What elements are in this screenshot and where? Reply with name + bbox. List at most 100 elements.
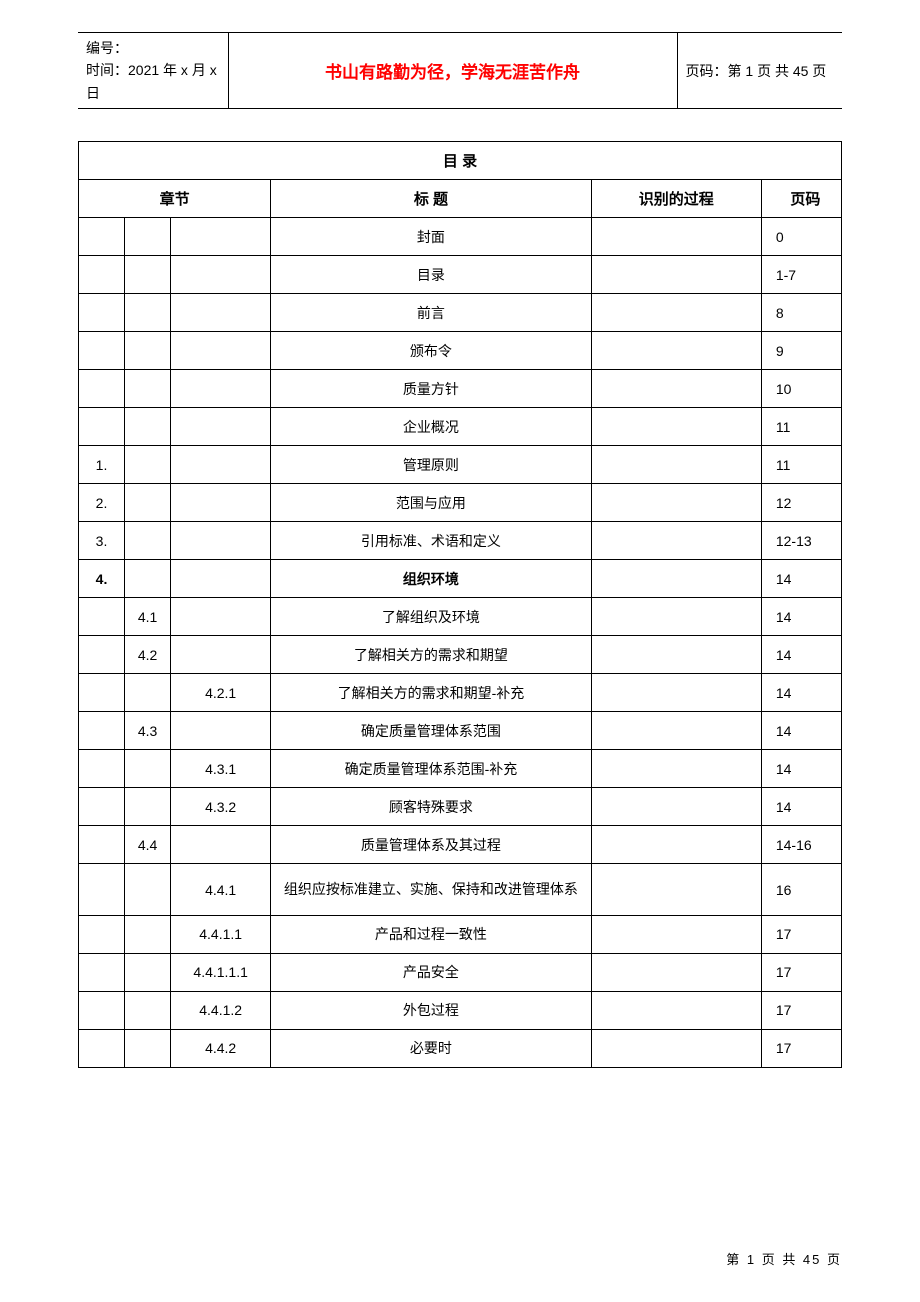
table-cell: 4.3.1 (171, 750, 271, 788)
table-cell (591, 953, 761, 991)
table-cell (79, 788, 125, 826)
header-left: 编号： 时间：2021 年 x 月 x 日 (78, 33, 228, 109)
table-cell (591, 522, 761, 560)
table-cell: 确定质量管理体系范围-补充 (271, 750, 591, 788)
table-cell: 确定质量管理体系范围 (271, 712, 591, 750)
toc-header-process: 识别的过程 (591, 180, 761, 218)
table-cell (125, 674, 171, 712)
table-cell (125, 864, 171, 916)
table-cell (591, 750, 761, 788)
table-cell (79, 750, 125, 788)
table-cell: 4.4.1.1.1 (171, 953, 271, 991)
table-cell: 14-16 (761, 826, 841, 864)
table-cell (591, 712, 761, 750)
table-cell (171, 446, 271, 484)
table-cell (79, 991, 125, 1029)
header-motto: 书山有路勤为径，学海无涯苦作舟 (228, 33, 677, 109)
table-cell (171, 484, 271, 522)
table-cell: 质量方针 (271, 370, 591, 408)
table-cell: 质量管理体系及其过程 (271, 826, 591, 864)
table-cell (79, 1029, 125, 1067)
table-cell: 引用标准、术语和定义 (271, 522, 591, 560)
table-cell (125, 294, 171, 332)
table-cell (79, 636, 125, 674)
table-cell (79, 674, 125, 712)
table-cell: 4. (79, 560, 125, 598)
table-cell (125, 256, 171, 294)
table-cell (79, 864, 125, 916)
table-cell (591, 256, 761, 294)
table-cell (79, 408, 125, 446)
table-cell (125, 915, 171, 953)
table-cell: 17 (761, 915, 841, 953)
table-cell (591, 915, 761, 953)
table-cell (171, 636, 271, 674)
table-cell: 4.1 (125, 598, 171, 636)
table-cell: 11 (761, 446, 841, 484)
table-row: 前言 8 (79, 294, 842, 332)
table-cell (591, 991, 761, 1029)
table-row: 4.4.1.1产品和过程一致性 17 (79, 915, 842, 953)
table-cell: 3. (79, 522, 125, 560)
table-cell (171, 256, 271, 294)
table-cell (125, 1029, 171, 1067)
table-cell: 封面 (271, 218, 591, 256)
table-cell: 4.4.1.1 (171, 915, 271, 953)
table-cell: 4.4.1 (171, 864, 271, 916)
table-row: 3.引用标准、术语和定义12-13 (79, 522, 842, 560)
table-cell (79, 256, 125, 294)
table-cell: 了解相关方的需求和期望-补充 (271, 674, 591, 712)
table-cell: 14 (761, 712, 841, 750)
table-cell (125, 218, 171, 256)
table-row: 4.3.1确定质量管理体系范围-补充14 (79, 750, 842, 788)
table-cell: 企业概况 (271, 408, 591, 446)
table-row: 封面0 (79, 218, 842, 256)
table-cell (591, 1029, 761, 1067)
table-cell: 14 (761, 636, 841, 674)
table-cell: 4.2.1 (171, 674, 271, 712)
table-cell (125, 560, 171, 598)
table-cell: 目录 (271, 256, 591, 294)
table-cell: 颁布令 (271, 332, 591, 370)
table-cell: 前言 (271, 294, 591, 332)
toc-header-topic: 标 题 (271, 180, 591, 218)
table-cell: 1. (79, 446, 125, 484)
footer: 第 1 页 共 45 页 (726, 1249, 842, 1268)
table-cell (79, 712, 125, 750)
table-cell (79, 953, 125, 991)
table-cell: 4.4.2 (171, 1029, 271, 1067)
table-cell (79, 332, 125, 370)
table-cell: 8 (761, 294, 841, 332)
table-cell (591, 560, 761, 598)
table-cell: 组织环境 (271, 560, 591, 598)
table-cell: 必要时 (271, 1029, 591, 1067)
table-cell (591, 788, 761, 826)
toc-header-chapter: 章节 (79, 180, 271, 218)
table-cell (171, 560, 271, 598)
table-cell (591, 218, 761, 256)
table-cell: 4.3 (125, 712, 171, 750)
table-cell: 14 (761, 560, 841, 598)
table-cell (171, 826, 271, 864)
table-cell: 范围与应用 (271, 484, 591, 522)
table-cell: 2. (79, 484, 125, 522)
table-cell (79, 915, 125, 953)
table-cell: 4.2 (125, 636, 171, 674)
table-cell: 顾客特殊要求 (271, 788, 591, 826)
table-cell (125, 484, 171, 522)
header-page: 页码：第 1 页 共 45 页 (677, 33, 842, 109)
table-cell (171, 218, 271, 256)
table-cell: 14 (761, 788, 841, 826)
table-cell (125, 953, 171, 991)
table-cell (125, 788, 171, 826)
table-row: 4.4.1组织应按标准建立、实施、保持和改进管理体系16 (79, 864, 842, 916)
table-cell: 4.4 (125, 826, 171, 864)
table-cell (591, 826, 761, 864)
table-cell (171, 712, 271, 750)
table-cell: 14 (761, 674, 841, 712)
table-cell (591, 294, 761, 332)
table-cell (125, 370, 171, 408)
table-cell (591, 446, 761, 484)
table-cell: 产品安全 (271, 953, 591, 991)
table-cell: 产品和过程一致性 (271, 915, 591, 953)
